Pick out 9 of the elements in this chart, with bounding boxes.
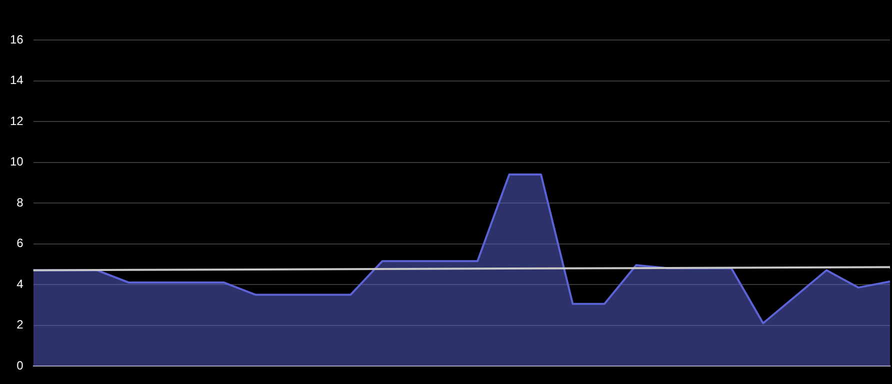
y-tick-label: 10 [10, 154, 24, 169]
y-tick-label: 2 [16, 318, 24, 332]
y-tick-label: 14 [10, 73, 24, 88]
y-tick-label: 8 [16, 195, 24, 210]
y-tick-label: 4 [16, 276, 24, 291]
y-tick-label: 6 [16, 236, 24, 250]
y-tick-label: 0 [16, 358, 24, 372]
y-tick-label: 12 [10, 114, 24, 128]
y-tick-label: 16 [10, 32, 24, 46]
